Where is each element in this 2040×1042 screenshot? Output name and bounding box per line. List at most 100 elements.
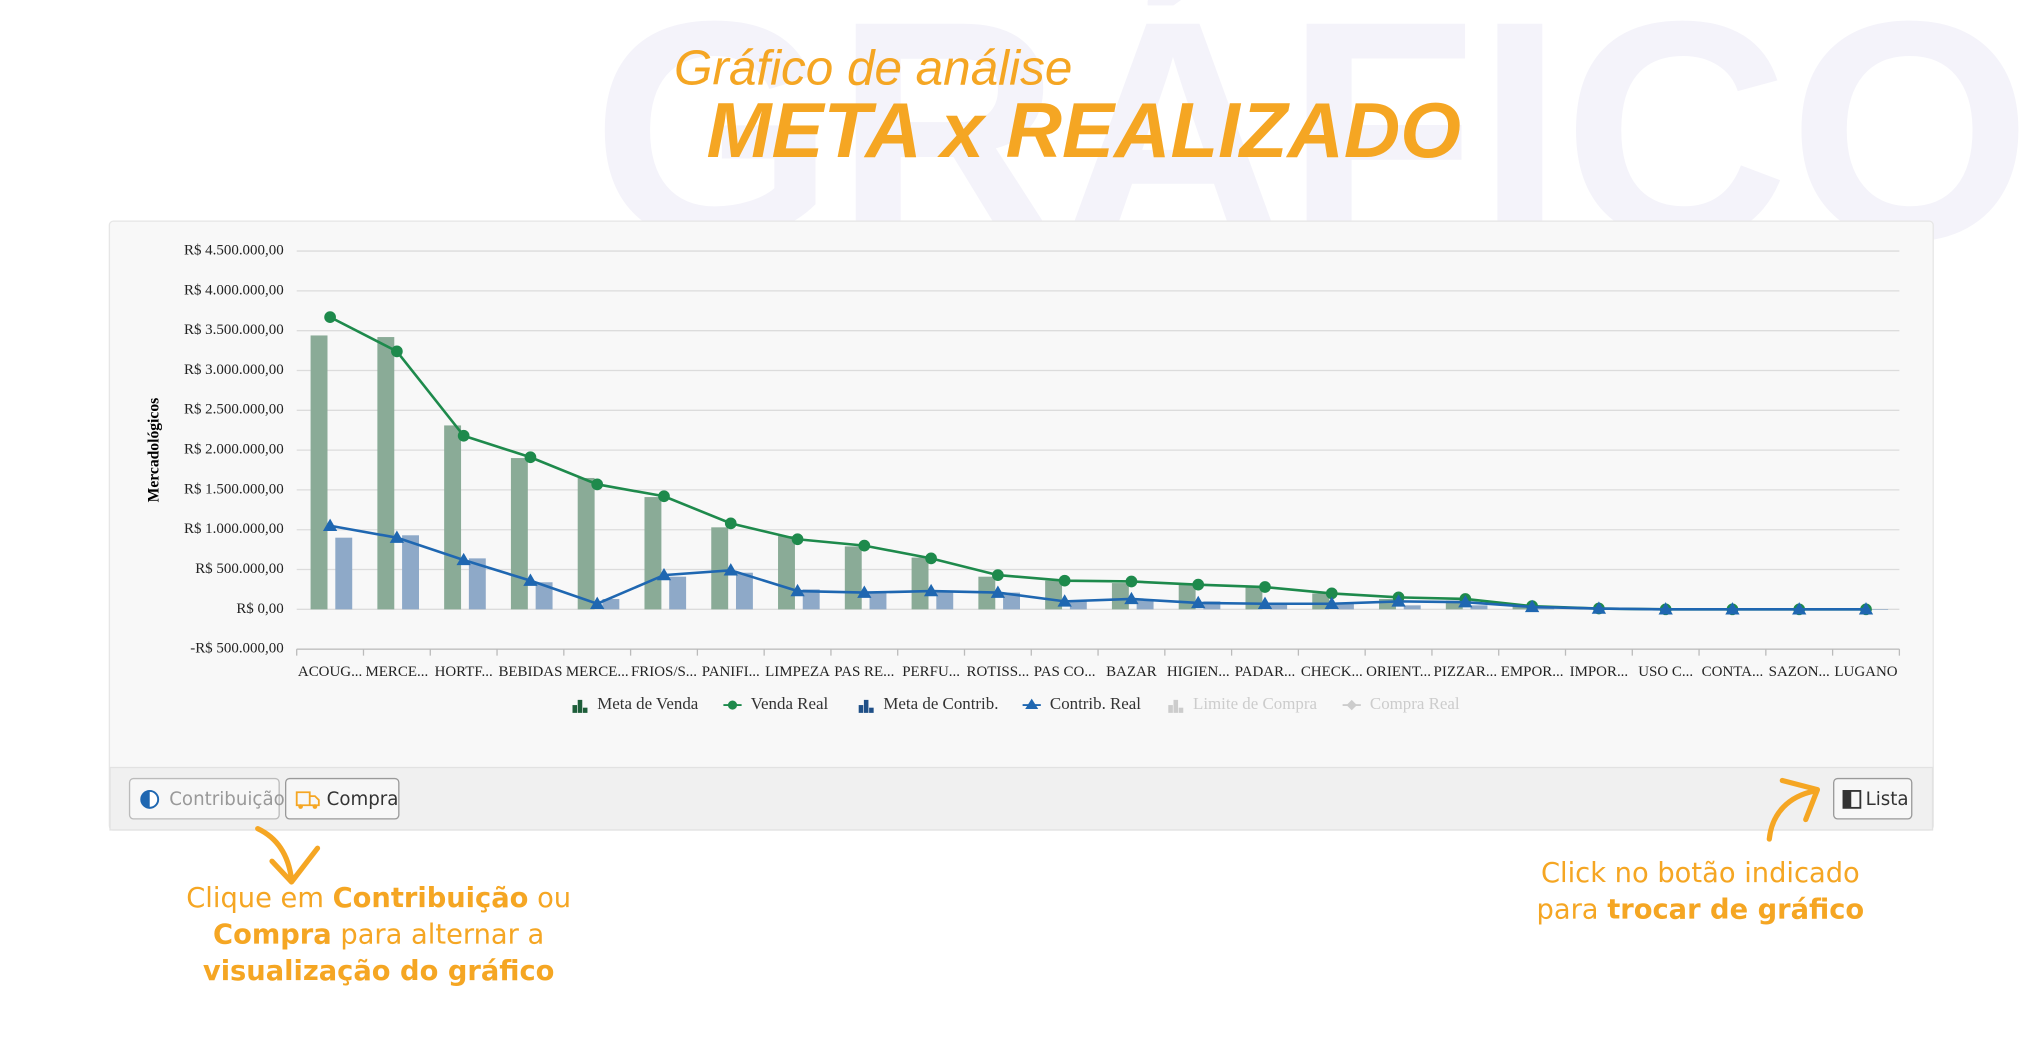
legend-label[interactable]: Meta de Contrib. bbox=[883, 694, 998, 713]
x-tick-label: ROTISS... bbox=[967, 664, 1030, 680]
x-tick-label: FRIOS/S... bbox=[631, 664, 697, 680]
button-contribuicao[interactable]: Contribuição bbox=[128, 777, 285, 820]
bar bbox=[1379, 598, 1396, 610]
x-tick-label: PERFU... bbox=[902, 664, 960, 680]
marker bbox=[1259, 581, 1271, 593]
marker bbox=[1057, 594, 1072, 607]
marker bbox=[990, 585, 1006, 598]
marker bbox=[591, 478, 604, 491]
bar bbox=[1403, 605, 1421, 610]
bar bbox=[1045, 580, 1063, 610]
x-tick-label: BEBIDAS bbox=[498, 664, 562, 680]
note-text: para bbox=[1537, 894, 1608, 925]
bar bbox=[1069, 600, 1087, 610]
bar bbox=[911, 557, 929, 610]
note-text: Click no botão indicado bbox=[1541, 858, 1860, 889]
marker bbox=[1725, 602, 1740, 615]
y-tick-label: R$ 0,00 bbox=[236, 601, 283, 617]
bar bbox=[1445, 600, 1463, 610]
x-tick-label: HORTF... bbox=[435, 664, 493, 680]
bar bbox=[644, 497, 662, 610]
marker bbox=[723, 563, 738, 576]
marker bbox=[925, 552, 937, 565]
note-text: Contribuição bbox=[333, 882, 529, 913]
button-label: Lista bbox=[1866, 789, 1909, 810]
legend-swatch bbox=[1173, 699, 1179, 713]
bar bbox=[468, 558, 486, 610]
bar bbox=[402, 535, 419, 610]
x-tick-label: CONTA... bbox=[1702, 664, 1764, 680]
note-line: visualização do gráfico bbox=[203, 955, 555, 986]
legend-label[interactable]: Contrib. Real bbox=[1050, 694, 1141, 713]
marker bbox=[1192, 578, 1205, 591]
marker bbox=[857, 585, 872, 598]
bar bbox=[444, 425, 462, 610]
x-tick-label: MERCE... bbox=[366, 664, 429, 680]
note-text: trocar de gráfico bbox=[1607, 894, 1864, 925]
legend-swatch bbox=[869, 707, 874, 713]
legend-label[interactable]: Venda Real bbox=[751, 694, 829, 713]
legend-marker bbox=[1025, 698, 1039, 709]
bar bbox=[778, 536, 795, 610]
marker bbox=[1325, 587, 1338, 600]
button-lista[interactable]: Lista bbox=[1833, 777, 1913, 820]
legend-label[interactable]: Compra Real bbox=[1370, 694, 1460, 713]
subtitle: Gráfico de análise bbox=[674, 41, 1072, 96]
x-tick-label: EMPOR... bbox=[1501, 664, 1564, 680]
line bbox=[329, 524, 1866, 611]
legend-swatch bbox=[582, 707, 588, 713]
x-tick-label: PIZZAR... bbox=[1434, 664, 1498, 680]
legend-marker bbox=[727, 700, 738, 710]
x-tick-label: USO C... bbox=[1638, 664, 1693, 680]
bar bbox=[669, 576, 687, 610]
x-tick-label: PADAR... bbox=[1235, 664, 1296, 680]
button-label: Compra bbox=[327, 789, 399, 810]
plot: -R$ 500.000,00 R$ 0,00 R$ 500.000,00 R$ 1.0… bbox=[184, 243, 1901, 680]
y-tick-label: R$ 3.500.000,00 bbox=[184, 322, 284, 338]
x-tick-label: PAS RE... bbox=[834, 664, 894, 680]
y-tick-label: R$ 2.000.000,00 bbox=[184, 442, 284, 458]
legend: Meta de Venda Venda Real Meta de Contrib. C… bbox=[572, 694, 1460, 713]
y-tick-label: R$ 4.500.000,00 bbox=[184, 243, 284, 259]
arrow-head bbox=[1779, 777, 1821, 823]
y-tick-label: R$ 4.000.000,00 bbox=[184, 282, 284, 298]
arrow bbox=[1766, 788, 1818, 842]
marker bbox=[1591, 601, 1607, 614]
bar bbox=[1336, 603, 1354, 610]
bar bbox=[535, 582, 553, 610]
x-tick-label: LUGANO bbox=[1834, 664, 1897, 680]
legend-swatch bbox=[577, 699, 583, 713]
bar bbox=[377, 337, 395, 610]
bar bbox=[1270, 603, 1288, 610]
y-tick-label: R$ 1.000.000,00 bbox=[184, 521, 284, 537]
button-label: Contribuição bbox=[169, 789, 285, 810]
y-axis-title: Mercadológicos bbox=[145, 398, 162, 503]
marker bbox=[1324, 596, 1339, 609]
note-line: Click no botão indicado bbox=[1541, 858, 1860, 889]
marker bbox=[656, 567, 672, 581]
note-line: Clique em Contribuição ou bbox=[186, 882, 571, 913]
arrow bbox=[255, 826, 295, 882]
x-tick-label: CHECK... bbox=[1301, 664, 1363, 680]
note-line: Compra para alternar a bbox=[213, 919, 544, 950]
marker bbox=[1658, 602, 1673, 615]
legend-label[interactable]: Limite de Compra bbox=[1193, 694, 1317, 713]
note-text: ou bbox=[528, 882, 571, 913]
marker bbox=[790, 583, 805, 597]
marker bbox=[391, 345, 403, 358]
y-tick-label: R$ 500.000,00 bbox=[195, 561, 283, 577]
marker bbox=[524, 451, 537, 464]
marker bbox=[590, 596, 605, 609]
x-tick-label: SAZON... bbox=[1769, 664, 1830, 680]
bar bbox=[735, 572, 753, 610]
y-tick-label: R$ 3.000.000,00 bbox=[184, 362, 284, 378]
legend-label[interactable]: Meta de Venda bbox=[597, 694, 699, 713]
legend-swatch bbox=[863, 699, 869, 713]
marker bbox=[858, 539, 871, 552]
bar bbox=[1470, 605, 1488, 610]
marker bbox=[1858, 602, 1874, 615]
bar bbox=[1312, 593, 1330, 610]
button-compra[interactable]: Compra bbox=[285, 777, 400, 820]
bar bbox=[1203, 601, 1221, 610]
